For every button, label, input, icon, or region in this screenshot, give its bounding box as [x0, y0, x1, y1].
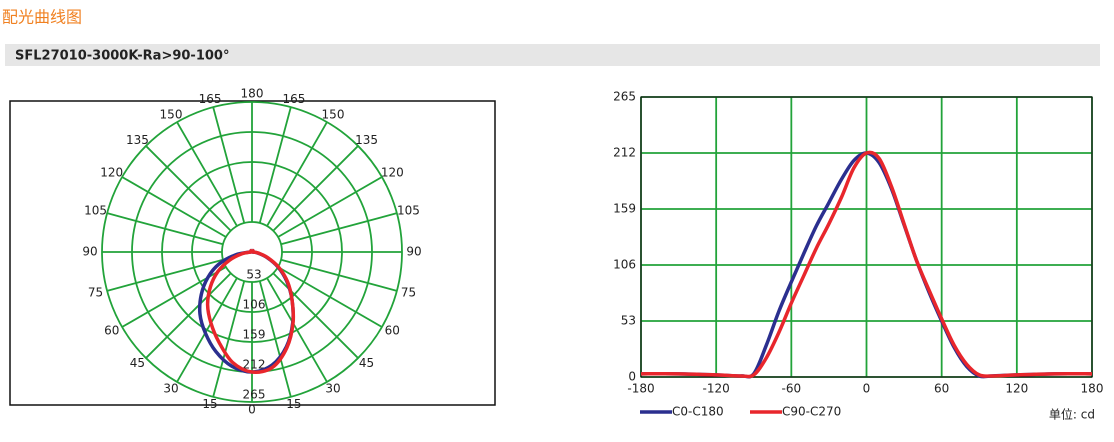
angle-label: 15 — [286, 397, 301, 411]
spoke — [258, 280, 292, 398]
angle-label: 45 — [130, 356, 145, 370]
y-tick-label: 106 — [613, 258, 636, 272]
y-tick-label: 53 — [621, 314, 636, 328]
angle-label: 165 — [282, 92, 305, 106]
x-tick-label: -60 — [782, 382, 802, 396]
spoke — [212, 106, 246, 224]
angle-label: 60 — [104, 324, 119, 338]
y-tick-label: 0 — [628, 370, 636, 384]
spoke — [106, 258, 224, 292]
angle-label: 30 — [325, 381, 340, 395]
model-name: SFL27010-3000K-Ra>90-100° — [15, 49, 229, 64]
angle-label: 150 — [322, 108, 345, 122]
spoke — [145, 145, 232, 232]
y-tick-label: 265 — [613, 90, 636, 104]
y-tick-label: 159 — [613, 202, 636, 216]
spoke — [212, 280, 246, 398]
angle-label: 135 — [355, 133, 378, 147]
radial-tick-label: 106 — [243, 298, 266, 312]
angle-label: 180 — [241, 87, 264, 101]
legend-label: C0-C180 — [672, 405, 724, 419]
model-bar — [5, 44, 1100, 66]
angle-label: 15 — [202, 397, 217, 411]
spoke — [266, 277, 328, 383]
angle-label: 90 — [82, 245, 97, 259]
page-title: 配光曲线图 — [2, 8, 82, 27]
spoke — [176, 121, 238, 227]
y-tick-label: 212 — [613, 146, 636, 160]
spoke — [106, 212, 224, 246]
legend-label: C90-C270 — [782, 405, 841, 419]
x-tick-label: 120 — [1005, 382, 1028, 396]
angle-label: 105 — [397, 204, 420, 218]
unit-label: 单位: cd — [1049, 407, 1095, 422]
spoke — [272, 145, 359, 232]
angle-label: 75 — [401, 285, 416, 299]
polar-frame — [9, 100, 496, 406]
angle-label: 120 — [381, 166, 404, 180]
radial-tick-label: 159 — [243, 328, 266, 342]
angle-label: 90 — [406, 245, 421, 259]
spoke — [176, 277, 238, 383]
angle-label: 105 — [84, 204, 107, 218]
radial-tick-label: 265 — [243, 388, 266, 402]
spoke — [121, 176, 227, 238]
angle-label: 45 — [359, 356, 374, 370]
spoke — [277, 176, 383, 238]
x-tick-label: 60 — [934, 382, 949, 396]
line-series — [640, 150, 1093, 379]
plot-frame — [640, 96, 1093, 378]
angle-label: 120 — [100, 166, 123, 180]
angle-label: 75 — [88, 285, 103, 299]
x-tick-label: -180 — [627, 382, 654, 396]
radial-tick-label: 53 — [246, 268, 261, 282]
spoke — [280, 212, 398, 246]
angle-label: 135 — [126, 133, 149, 147]
x-tick-label: 180 — [1081, 382, 1104, 396]
angle-label: 150 — [160, 108, 183, 122]
angle-label: 60 — [385, 324, 400, 338]
angle-label: 0 — [248, 403, 256, 417]
angle-label: 165 — [199, 92, 222, 106]
spoke — [266, 121, 328, 227]
x-tick-label: -120 — [703, 382, 730, 396]
spoke — [277, 266, 383, 328]
radial-tick-label: 212 — [243, 358, 266, 372]
spoke — [145, 272, 232, 359]
x-tick-label: 0 — [863, 382, 871, 396]
polar-curve — [205, 248, 296, 374]
spoke — [280, 258, 398, 292]
angle-label: 30 — [163, 381, 178, 395]
spoke — [258, 106, 292, 224]
